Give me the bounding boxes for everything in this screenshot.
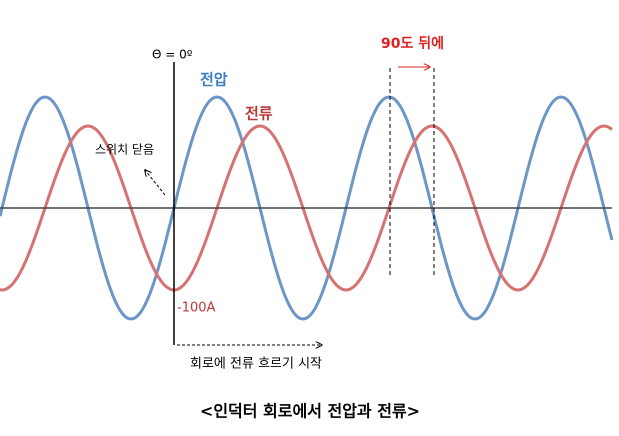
current-wave xyxy=(0,124,613,292)
current-label: 전류 xyxy=(245,105,273,123)
voltage-wave xyxy=(0,95,614,321)
switch-arrow xyxy=(145,170,166,196)
theta-label: Θ = 0º xyxy=(152,48,193,62)
min-current-label: -100A xyxy=(177,301,216,316)
switch-label: 스위치 닫음 xyxy=(95,143,154,157)
voltage-label: 전압 xyxy=(200,71,228,89)
caption: <인덕터 회로에서 전압과 전류> xyxy=(200,402,420,421)
start-label: 회로에 전류 흐르기 시작 xyxy=(190,357,322,372)
delay-label: 90도 뒤에 xyxy=(381,36,444,52)
